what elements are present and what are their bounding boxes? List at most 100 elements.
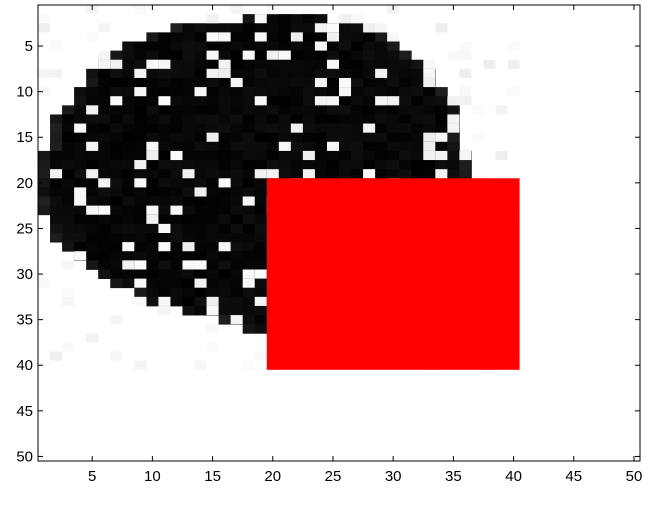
noise-cell	[62, 260, 75, 270]
heatmap-cell	[182, 251, 195, 261]
heatmap-cell	[290, 87, 304, 97]
heatmap-cell	[326, 68, 340, 79]
heatmap-cell	[387, 41, 400, 51]
noise-cell	[302, 169, 315, 179]
heatmap-cell	[339, 23, 352, 33]
heatmap-cell	[242, 68, 256, 79]
heatmap-cell	[110, 251, 123, 261]
heatmap-cell	[50, 178, 63, 188]
heatmap-cell	[50, 123, 63, 134]
noise-cell	[339, 14, 352, 24]
y-tick-label: 50	[16, 448, 33, 465]
noise-cell	[182, 242, 195, 252]
heatmap-cell	[134, 50, 147, 61]
heatmap-cell	[134, 269, 147, 279]
heatmap-cell	[182, 214, 195, 225]
heatmap-cell	[278, 23, 292, 33]
heatmap-cell	[230, 233, 244, 243]
heatmap-cell	[351, 77, 364, 88]
heatmap-cell	[134, 150, 147, 161]
heatmap-cell	[218, 169, 232, 179]
heatmap-cell	[435, 87, 448, 97]
heatmap-cell	[447, 150, 460, 161]
heatmap-cell	[375, 41, 388, 51]
noise-cell	[230, 315, 243, 325]
heatmap-cell	[242, 324, 256, 334]
heatmap-cell	[86, 251, 99, 261]
noise-cell	[194, 260, 207, 270]
noise-cell	[471, 105, 484, 115]
heatmap-cell	[110, 205, 123, 216]
heatmap-cell	[170, 50, 183, 61]
noise-cell	[387, 32, 400, 42]
heatmap-cell	[206, 160, 219, 170]
heatmap-cell	[158, 68, 171, 79]
heatmap-cell	[278, 68, 292, 79]
heatmap-cell	[230, 287, 244, 298]
heatmap-cell	[206, 59, 219, 70]
axes-frame	[37, 4, 641, 462]
noise-cell	[266, 50, 279, 60]
heatmap-cell	[230, 59, 244, 70]
heatmap-cell	[86, 150, 99, 161]
noise-cell	[146, 150, 159, 161]
heatmap-cell	[194, 150, 207, 161]
heatmap-cell	[326, 150, 340, 161]
heatmap-cell	[206, 214, 219, 225]
heatmap-cell	[254, 160, 268, 170]
heatmap-cell	[447, 160, 460, 170]
heatmap-cell	[314, 59, 328, 70]
heatmap-cell	[339, 150, 352, 161]
heatmap-cell	[62, 187, 75, 197]
heatmap-cell	[435, 96, 448, 106]
heatmap-cell	[194, 141, 207, 152]
heatmap-cell	[158, 260, 171, 270]
heatmap-cell	[194, 77, 207, 88]
heatmap-cell	[242, 160, 256, 170]
heatmap-cell	[411, 59, 424, 70]
noise-cell	[218, 242, 231, 252]
noise-cell	[314, 96, 327, 106]
heatmap-cell	[230, 23, 244, 33]
noise-cell	[242, 50, 255, 60]
heatmap-cell	[146, 260, 159, 270]
heatmap-cell	[411, 77, 424, 88]
heatmap-cell	[182, 141, 195, 152]
heatmap-cell	[254, 223, 268, 234]
heatmap-cell	[218, 196, 232, 207]
heatmap-cell	[218, 150, 232, 161]
heatmap-cell	[74, 205, 87, 216]
heatmap-cell	[134, 287, 147, 298]
heatmap-cell	[194, 59, 207, 70]
heatmap-cell	[254, 87, 268, 97]
noise-cell	[302, 150, 315, 161]
heatmap-cell	[122, 77, 135, 88]
heatmap-cell	[278, 169, 292, 179]
heatmap-cell	[158, 233, 171, 243]
heatmap-cell	[86, 132, 99, 143]
heatmap-cell	[290, 23, 304, 33]
heatmap-cell	[206, 205, 219, 216]
heatmap-cell	[74, 233, 87, 243]
noise-cell	[447, 96, 460, 106]
heatmap-cell	[194, 251, 207, 261]
heatmap-cell	[351, 59, 364, 70]
heatmap-cell	[122, 68, 135, 79]
heatmap-cell	[278, 41, 292, 51]
heatmap-cell	[218, 269, 232, 279]
heatmap-cell	[351, 68, 364, 79]
noise-cell	[110, 351, 123, 361]
heatmap-cell	[98, 114, 111, 124]
heatmap-cell	[230, 123, 244, 134]
y-tick-label: 5	[25, 38, 33, 55]
heatmap-cell	[194, 233, 207, 243]
heatmap-cell	[50, 132, 63, 143]
heatmap-cell	[194, 123, 207, 134]
heatmap-cell	[314, 141, 328, 152]
heatmap-cell	[194, 242, 207, 252]
noise-cell	[423, 132, 436, 142]
heatmap-cell	[230, 32, 244, 42]
heatmap-cell	[182, 187, 195, 197]
heatmap-cell	[266, 41, 280, 51]
noise-cell	[38, 68, 51, 78]
